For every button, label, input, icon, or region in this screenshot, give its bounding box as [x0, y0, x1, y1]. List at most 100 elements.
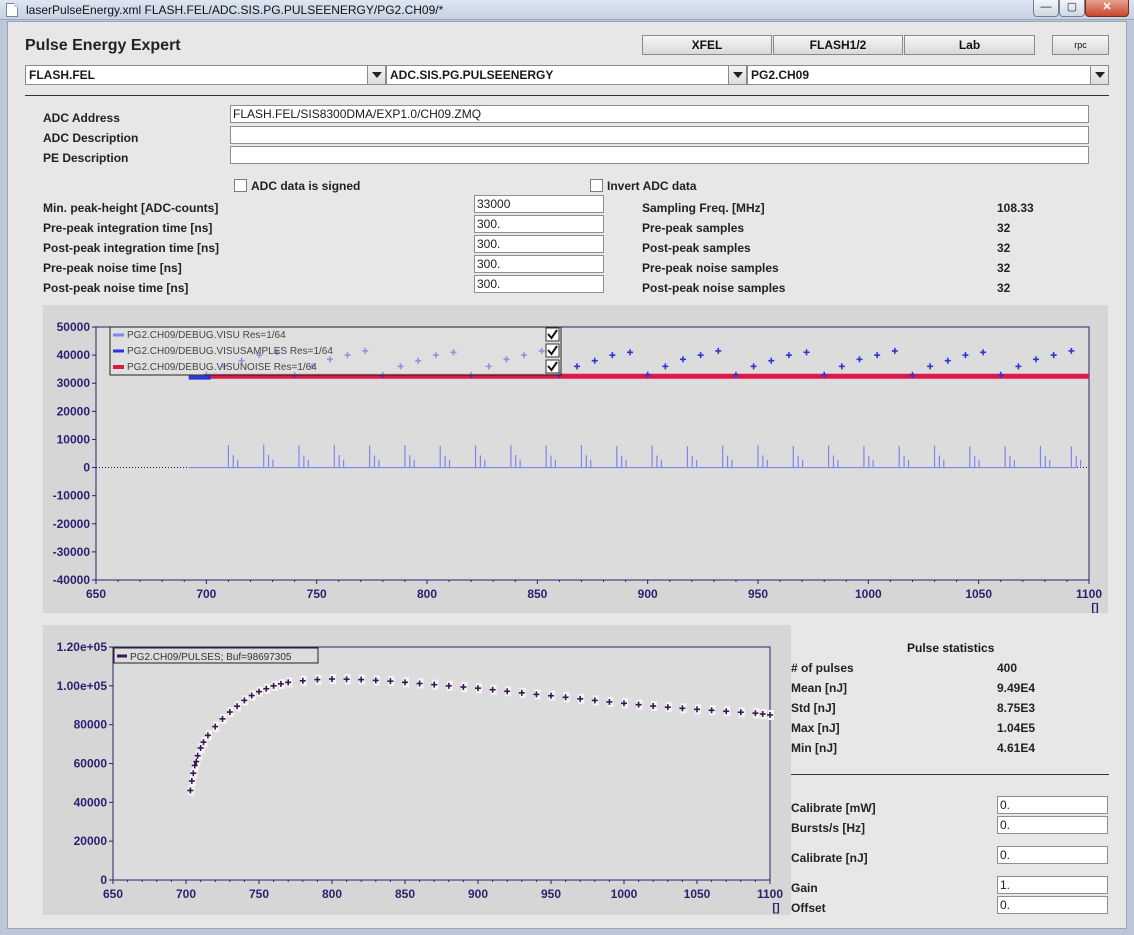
calibrate-mw-label: Calibrate [mW] [791, 801, 876, 815]
x-tick-label: 850 [395, 887, 415, 901]
page-title: Pulse Energy Expert [25, 37, 181, 54]
post-peak-integration-label: Post-peak integration time [ns] [43, 241, 220, 255]
facility-select-value: FLASH.FEL [29, 68, 95, 82]
visu-series-spike [616, 445, 627, 468]
x-tick-label: 650 [103, 887, 123, 901]
pulse-energy-point [548, 692, 554, 699]
y-tick-label: 50000 [57, 320, 91, 334]
x-tick-label: 800 [417, 587, 437, 601]
samples-series-point [1050, 352, 1057, 359]
chevron-down-icon[interactable] [728, 66, 746, 84]
pulse-energy-point [193, 758, 200, 765]
samples-series-point [785, 352, 792, 359]
pre-peak-integration-field[interactable]: 300. [474, 215, 604, 233]
offset-field[interactable]: 0. [997, 896, 1108, 914]
y-tick-label: 40000 [57, 348, 91, 362]
adc-signed-checkbox[interactable] [234, 179, 247, 192]
invert-adc-checkbox[interactable] [590, 179, 603, 192]
rpc-button[interactable]: rpc [1052, 35, 1109, 55]
visu-series-spike [545, 445, 557, 468]
stat-max-label: Max [nJ] [791, 721, 840, 735]
window-titlebar: laserPulseEnergy.xml FLASH.FEL/ADC.SIS.P… [0, 0, 1134, 20]
samples-series-point [679, 356, 686, 363]
post-peak-noise-samples-label: Post-peak noise samples [642, 281, 786, 295]
adc-address-label: ADC Address [43, 111, 120, 125]
min-peak-height-field[interactable]: 33000 [474, 195, 604, 213]
minimize-button[interactable]: — [1033, 0, 1059, 17]
pre-peak-noise-label: Pre-peak noise time [ns] [43, 261, 182, 275]
pre-peak-noise-field[interactable]: 300. [474, 255, 604, 273]
stat-std-value: 8.75E3 [997, 701, 1036, 715]
x-tick-label: 850 [527, 587, 547, 601]
y-tick-label: 40000 [74, 795, 108, 809]
visu-series-spike [792, 445, 804, 468]
calibrate-mw-field[interactable]: 0. [997, 796, 1108, 814]
x-tick-label: 950 [748, 587, 768, 601]
pulse-energy-point [431, 681, 438, 688]
chevron-down-icon[interactable] [367, 66, 385, 84]
channel-select-value: PG2.CH09 [751, 68, 810, 82]
adc-trace-panel: 650 700 750 800 850 900 950 1000 1050 1100[] 50000… [43, 305, 1108, 614]
y-tick-label: -20000 [53, 517, 91, 531]
x-tick-label: 950 [541, 887, 561, 901]
adc-trace-chart[interactable]: 650 700 750 800 850 900 950 1000 1050 1100[] 50000… [43, 305, 1108, 614]
pulse-energy-chart[interactable]: 650 700 750 800 850 900 950 1000 1050 1100[] 0 2000… [43, 625, 791, 915]
stat-min-label: Min [nJ] [791, 741, 837, 755]
close-button[interactable]: ✕ [1085, 0, 1129, 17]
samples-series-point [609, 352, 616, 359]
flash12-button[interactable]: FLASH1/2 [773, 35, 903, 55]
maximize-button[interactable]: ▢ [1059, 0, 1085, 17]
pulse-energy-panel: 650 700 750 800 850 900 950 1000 1050 1100[] 0 2000… [43, 625, 791, 915]
y-tick-label: 80000 [74, 718, 108, 732]
calibrate-nj-field[interactable]: 0. [997, 846, 1108, 864]
channel-select[interactable]: PG2.CH09 [747, 65, 1109, 85]
header-divider [25, 95, 1109, 96]
x-tick-label: 900 [638, 587, 658, 601]
pulse-energy-point [708, 707, 715, 714]
adc-description-field[interactable] [230, 126, 1089, 144]
pulse-energy-point [219, 715, 226, 722]
pulse-energy-point [402, 679, 408, 686]
pulse-energy-point [188, 777, 195, 784]
x-tick-label: 700 [196, 587, 216, 601]
samples-series-point [662, 363, 669, 370]
y-tick-label: -30000 [53, 545, 91, 559]
y-tick-label: -10000 [53, 489, 91, 503]
samples-series-point [697, 352, 704, 359]
post-peak-noise-field[interactable]: 300. [474, 275, 604, 293]
x-axis-label: [] [772, 902, 780, 914]
y-tick-label: 0 [100, 873, 107, 887]
pulse-energy-point [752, 710, 759, 717]
y-tick-label: 20000 [74, 834, 108, 848]
gain-field[interactable]: 1. [997, 876, 1108, 894]
samples-series-point [962, 352, 969, 359]
pulse-energy-point [270, 682, 277, 689]
pulse-energy-point [606, 698, 613, 705]
pe-description-field[interactable] [230, 146, 1089, 164]
samples-series-point [644, 371, 651, 378]
pulse-energy-point [562, 694, 569, 701]
pulse-energy-point [187, 787, 194, 794]
lab-button[interactable]: Lab [904, 35, 1035, 55]
pulse-energy-point [277, 680, 284, 687]
pre-peak-noise-samples-value: 32 [997, 261, 1011, 275]
visu-series-spike [933, 445, 945, 468]
legend-checkbox[interactable] [545, 327, 560, 342]
legend-checkbox[interactable] [545, 359, 560, 374]
facility-select[interactable]: FLASH.FEL [25, 65, 386, 85]
samples-series-point [715, 347, 722, 354]
adc-address-field[interactable]: FLASH.FEL/SIS8300DMA/EXP1.0/CH09.ZMQ [230, 105, 1089, 123]
pulse-energy-point [460, 683, 467, 690]
bursts-per-second-field[interactable]: 0. [997, 816, 1108, 834]
post-peak-integration-field[interactable]: 300. [474, 235, 604, 253]
pe-description-label: PE Description [43, 151, 129, 165]
pulse-energy-point [314, 676, 321, 683]
x-tick-label: 1050 [684, 887, 711, 901]
pulse-energy-point [723, 708, 730, 715]
visu-series-spike [686, 446, 698, 468]
chevron-down-icon[interactable] [1090, 66, 1108, 84]
device-select[interactable]: ADC.SIS.PG.PULSEENERGY [386, 65, 747, 85]
xfel-button[interactable]: XFEL [642, 35, 772, 55]
legend-checkbox[interactable] [545, 343, 560, 358]
visu-series-spike [369, 445, 380, 468]
